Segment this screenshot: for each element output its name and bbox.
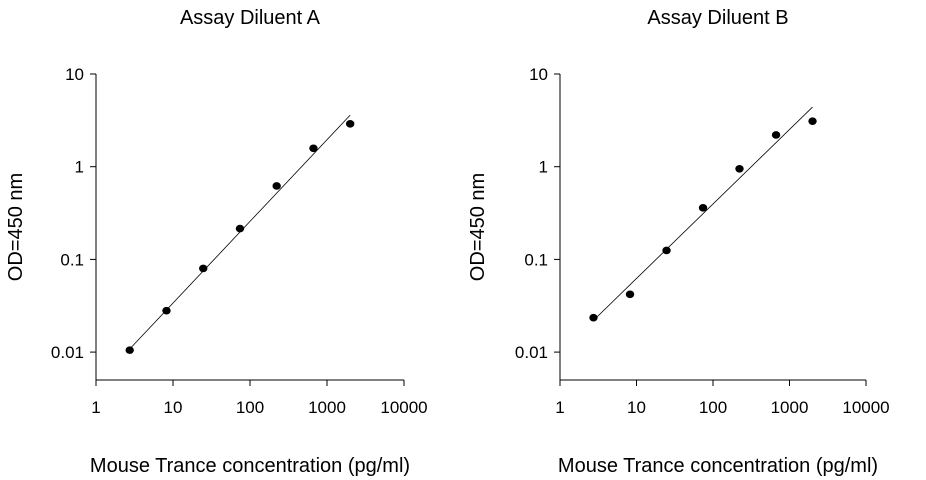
y-axis-label: OD=450 nm: [467, 173, 489, 281]
x-tick-label: 10: [627, 398, 646, 417]
y-tick-label: 0.01: [51, 343, 84, 362]
chart-assay-diluent-a: Assay Diluent A 1 10 100 1000 10000 0.01 0.1 1 10…: [5, 7, 428, 477]
data-point: [735, 164, 744, 173]
data-point: [771, 131, 781, 139]
data-point: [662, 246, 671, 255]
x-tick-label: 100: [236, 398, 264, 417]
data-point: [199, 264, 208, 273]
data-point: [698, 204, 708, 212]
x-axis-label: Mouse Trance concentration (pg/ml): [90, 455, 410, 477]
x-tick-label: 10000: [842, 398, 889, 417]
data-point: [625, 290, 635, 299]
x-axis-label: Mouse Trance concentration (pg/ml): [558, 455, 878, 477]
y-tick-label: 1: [539, 158, 548, 177]
data-point: [125, 346, 134, 354]
x-tick-label: 10000: [380, 398, 427, 417]
x-tick-label: 1000: [771, 398, 809, 417]
data-point: [162, 306, 171, 315]
data-point: [808, 117, 817, 125]
chart-assay-diluent-b: Assay Diluent B 1 10 100 1000 10000 0.01 0.1 1 10…: [467, 7, 890, 477]
y-tick-label: 0.1: [60, 250, 84, 269]
y-tick-label: 0.1: [524, 250, 548, 269]
data-point: [272, 182, 281, 190]
data-point: [235, 224, 245, 233]
chart-title: Assay Diluent B: [647, 7, 788, 29]
y-tick-label: 1: [75, 158, 84, 177]
y-tick-label: 10: [529, 65, 548, 84]
y-tick-label: 0.01: [515, 343, 548, 362]
data-point: [345, 120, 355, 128]
chart-title: Assay Diluent A: [180, 7, 321, 29]
data-point: [589, 313, 598, 322]
y-axis-label: OD=450 nm: [5, 173, 27, 281]
fit-line: [593, 106, 813, 321]
x-tick-label: 1: [91, 398, 100, 417]
y-tick-label: 10: [65, 65, 84, 84]
data-point: [309, 144, 318, 153]
x-tick-label: 1: [555, 398, 564, 417]
x-tick-label: 10: [164, 398, 183, 417]
x-tick-label: 1000: [308, 398, 346, 417]
x-tick-label: 100: [699, 398, 727, 417]
